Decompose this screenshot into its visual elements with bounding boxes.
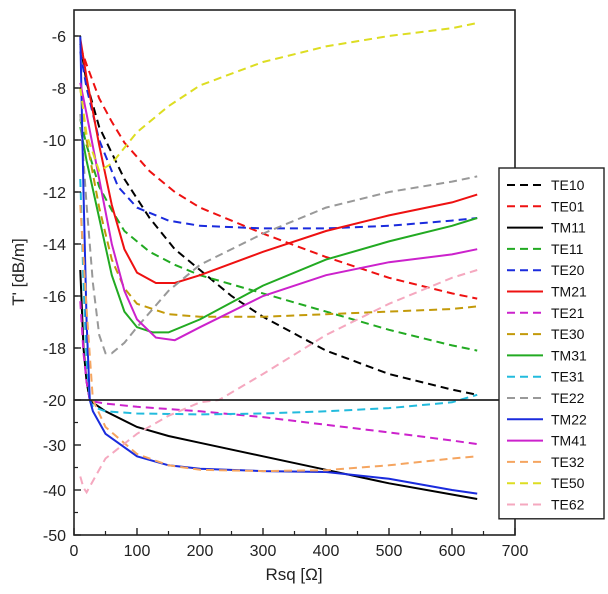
legend-label-tm22: TM22 [551,411,587,427]
x-tick-label: 0 [70,543,79,560]
y-tick-label: -16 [43,289,66,306]
y-tick-label: -30 [43,438,66,455]
series-te11-line [79,118,478,352]
series-te10-line [79,43,478,396]
series-te21-line [79,301,478,446]
legend-label-tm41: TM41 [551,433,587,449]
legend-label-tm31: TM31 [551,347,587,363]
y-tick-label: -20 [43,393,66,410]
y-tick-label: -8 [52,81,66,98]
legend-label-te31: TE31 [551,369,585,385]
y-tick-label: -12 [43,185,66,202]
legend-label-tm21: TM21 [551,284,587,300]
x-tick-label: 600 [439,543,466,560]
series-tm21-line [79,38,478,284]
series-te31-line [79,178,478,416]
series-tm31-line [79,126,478,334]
y-tick-label: -40 [43,483,66,500]
series-te01-line [79,46,478,300]
series-tm41-line [79,82,478,342]
y-tick-label: -14 [43,237,66,254]
y-tick-label: -6 [52,29,66,46]
x-tick-label: 500 [376,543,403,560]
series-te30-line [79,87,478,318]
legend-label-te20: TE20 [551,262,585,278]
legend-label-te50: TE50 [551,475,585,491]
y-tick-label: -50 [43,528,66,545]
legend: TE10 TE01 TM11 TE11 TE20 TM21 TE21 TE30 TM31 TE31… [498,167,605,520]
curves [79,22,478,500]
x-tick-label: 100 [124,543,151,560]
legend-box [498,167,605,520]
series-te22-line [79,113,478,355]
y-axis-title: T' [dB/m] [9,238,28,305]
x-tick-label: 300 [250,543,277,560]
legend-label-te22: TE22 [551,390,585,406]
legend-label-tm11: TM11 [551,220,586,236]
series-te50-line [79,22,478,173]
legend-label-te62: TE62 [551,497,585,513]
series-te62-line [79,269,478,495]
series-tm22-line [79,35,478,495]
y-tick-label: -18 [43,341,66,358]
x-tick-label: 400 [313,543,340,560]
series-te32-line [79,204,478,473]
axes: 0 100 200 300 400 500 600 700 -6 -8 -10 -12 -14 -16 -1… [43,9,529,560]
legend-label-te32: TE32 [551,454,585,470]
x-tick-label: 200 [187,543,214,560]
legend-label-te11: TE11 [551,241,584,257]
x-tick-label: 700 [502,543,529,560]
y-tick-label: -10 [43,133,66,150]
x-axis-title: Rsq [Ω] [265,565,322,584]
legend-label-te30: TE30 [551,326,585,342]
legend-label-te21: TE21 [551,305,585,321]
legend-label-te01: TE01 [551,198,585,214]
legend-label-te10: TE10 [551,177,585,193]
